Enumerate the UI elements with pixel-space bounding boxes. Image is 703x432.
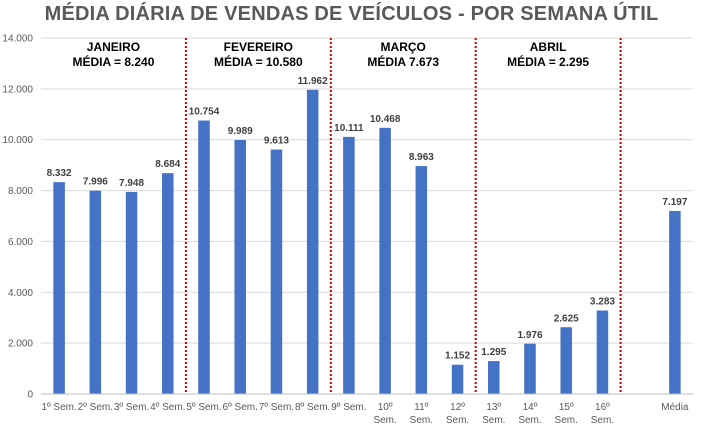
data-label: 8.332 bbox=[47, 168, 72, 179]
data-label: 9.989 bbox=[228, 126, 253, 137]
data-label: 8.963 bbox=[409, 152, 434, 163]
y-tick-label: 10.000 bbox=[2, 135, 33, 146]
bar bbox=[524, 343, 536, 394]
x-tick-label: 11º bbox=[414, 402, 428, 413]
y-tick-label: 14.000 bbox=[2, 34, 33, 45]
bar bbox=[53, 182, 65, 394]
bar bbox=[162, 173, 174, 394]
x-tick-label: 12º bbox=[450, 402, 465, 413]
bar bbox=[343, 136, 355, 394]
y-tick-label: 6.000 bbox=[8, 237, 33, 248]
x-tick-label: Sem. bbox=[482, 415, 505, 426]
x-tick-label: Sem. bbox=[591, 415, 614, 426]
x-tick-label: Sem. bbox=[410, 415, 433, 426]
data-label: 1.295 bbox=[481, 347, 506, 358]
x-tick-label: Sem. bbox=[518, 415, 541, 426]
data-label: 10.754 bbox=[189, 107, 220, 118]
x-tick-label: 6º Sem. bbox=[223, 402, 258, 413]
y-tick-label: 4.000 bbox=[8, 288, 33, 299]
x-tick-label: 8º Sem. bbox=[295, 402, 330, 413]
month-annotation-average: MÉDIA = 10.580 bbox=[214, 54, 303, 69]
bar bbox=[198, 120, 210, 395]
y-tick-label: 2.000 bbox=[8, 339, 33, 350]
data-label: 8.684 bbox=[155, 159, 180, 170]
bar bbox=[415, 166, 428, 394]
data-label: 2.625 bbox=[554, 313, 579, 324]
month-annotation-name: MARÇO bbox=[381, 40, 426, 54]
x-tick-label: 15º bbox=[559, 402, 574, 413]
y-tick-label: 12.000 bbox=[2, 84, 33, 95]
x-tick-label: 2º Sem. bbox=[78, 402, 113, 413]
x-tick-label: 14º bbox=[523, 402, 538, 413]
y-tick-label: 8.000 bbox=[8, 186, 33, 197]
data-label: 1.976 bbox=[517, 330, 542, 341]
bar bbox=[125, 191, 138, 394]
data-label: 3.283 bbox=[590, 297, 615, 308]
x-tick-label: Média bbox=[661, 402, 689, 413]
bar bbox=[379, 127, 391, 394]
bar bbox=[560, 327, 572, 394]
x-tick-label: Sem. bbox=[373, 415, 396, 426]
x-tick-label: 1º Sem. bbox=[41, 402, 76, 413]
bar bbox=[669, 210, 681, 394]
x-tick-label: 5º Sem. bbox=[186, 402, 221, 413]
bar bbox=[270, 149, 283, 394]
data-label: 1.152 bbox=[445, 351, 470, 362]
data-label: 10.468 bbox=[370, 114, 401, 125]
x-tick-label: 4º Sem. bbox=[150, 402, 185, 413]
month-annotation-name: FEVEREIRO bbox=[224, 40, 293, 54]
data-label: 9.613 bbox=[264, 136, 289, 147]
data-label: 10.111 bbox=[334, 123, 364, 134]
bar bbox=[234, 139, 246, 394]
bar bbox=[89, 190, 102, 394]
x-tick-label: Sem. bbox=[446, 415, 469, 426]
bar bbox=[488, 361, 500, 394]
month-annotation-name: JANEIRO bbox=[87, 40, 140, 54]
x-tick-label: Sem. bbox=[555, 415, 578, 426]
month-annotation-average: MÉDIA 7.673 bbox=[367, 54, 439, 69]
month-annotation-average: MÉDIA = 2.295 bbox=[507, 54, 589, 69]
month-annotation-name: ABRIL bbox=[530, 40, 567, 54]
x-tick-label: 16º bbox=[595, 402, 610, 413]
data-label: 7.996 bbox=[83, 177, 108, 188]
data-label: 11.962 bbox=[298, 76, 328, 87]
x-tick-label: 13º bbox=[486, 402, 501, 413]
bar bbox=[596, 310, 609, 394]
month-annotation-average: MÉDIA = 8.240 bbox=[72, 54, 154, 69]
bar bbox=[306, 89, 319, 394]
data-label: 7.948 bbox=[119, 178, 144, 189]
bar bbox=[451, 364, 464, 394]
data-label: 7.197 bbox=[662, 197, 687, 208]
x-tick-label: 7º Sem. bbox=[259, 402, 294, 413]
x-tick-label: 10º bbox=[378, 402, 393, 413]
chart-title: MÉDIA DIÁRIA DE VENDAS DE VEÍCULOS - POR… bbox=[44, 3, 659, 25]
x-tick-label: 3º Sem. bbox=[114, 402, 149, 413]
y-tick-label: 0 bbox=[27, 390, 33, 401]
x-tick-label: 9º Sem. bbox=[331, 402, 366, 413]
